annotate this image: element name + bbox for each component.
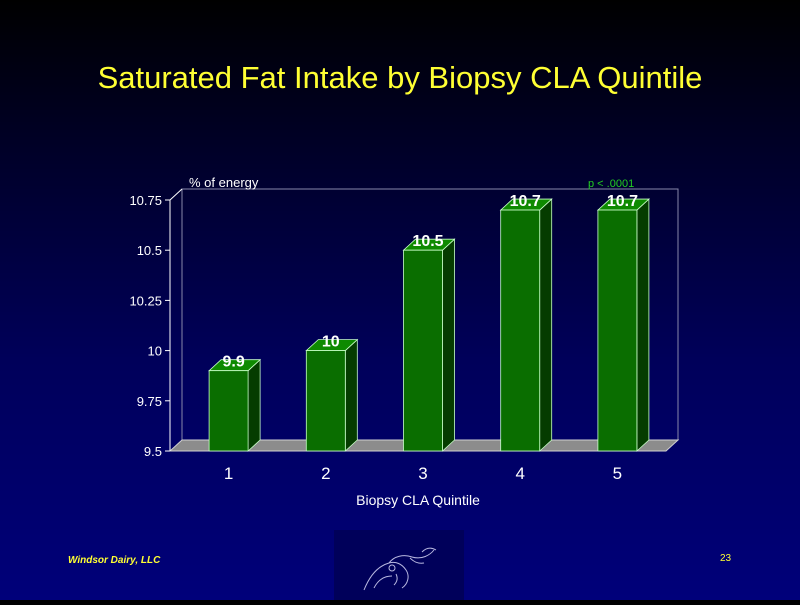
bar-front <box>208 370 249 452</box>
y-axis-depth-line <box>169 188 183 201</box>
bar-2 <box>305 338 359 452</box>
x-tick-label: 1 <box>224 464 233 483</box>
bar-5 <box>596 198 650 452</box>
x-axis-label: Biopsy CLA Quintile <box>356 492 480 508</box>
data-label: 10 <box>322 334 340 351</box>
x-tick-labels: 1 2 3 4 5 <box>224 464 622 483</box>
x-tick-label: 2 <box>321 464 330 483</box>
x-tick-label: 4 <box>515 464 524 483</box>
y-axis <box>165 188 183 452</box>
bar-1 <box>208 358 262 452</box>
bar-front <box>403 249 443 452</box>
bar-side <box>539 198 553 452</box>
data-labels: 9.9 10 10.5 10.7 10.7 <box>222 193 638 371</box>
y-tick-label: 10 <box>148 344 162 359</box>
p-value-annotation: p < .0001 <box>588 178 634 190</box>
data-label: 10.5 <box>412 233 443 250</box>
page-number: 23 <box>720 553 732 564</box>
y-tick-label: 10.5 <box>137 243 162 258</box>
company-name: Windsor Dairy, LLC <box>68 555 161 566</box>
data-label: 10.7 <box>607 193 638 210</box>
x-tick-label: 5 <box>613 464 622 483</box>
cow-sketch-icon <box>334 530 464 600</box>
y-tick-label: 9.5 <box>144 444 162 459</box>
bar-4 <box>499 198 553 452</box>
y-tick-label: 9.75 <box>137 394 162 409</box>
slide-title: Saturated Fat Intake by Biopsy CLA Quint… <box>97 60 703 95</box>
bar-side <box>344 338 358 452</box>
y-tick-label: 10.25 <box>129 293 162 308</box>
data-label: 9.9 <box>222 354 244 371</box>
bar-front <box>500 209 541 452</box>
x-tick-label: 3 <box>418 464 427 483</box>
bars <box>208 198 650 452</box>
y-tick-labels: 9.5 9.75 10 10.25 10.5 10.75 <box>129 193 162 459</box>
bar-front <box>305 350 346 452</box>
bar-side <box>442 238 455 452</box>
bar-side <box>247 358 261 452</box>
bar-side <box>636 198 650 452</box>
data-label: 10.7 <box>510 193 541 210</box>
y-tick-label: 10.75 <box>129 193 162 208</box>
bar-3 <box>402 238 456 452</box>
bar-front <box>597 209 638 452</box>
y-axis-label: % of energy <box>189 175 259 190</box>
